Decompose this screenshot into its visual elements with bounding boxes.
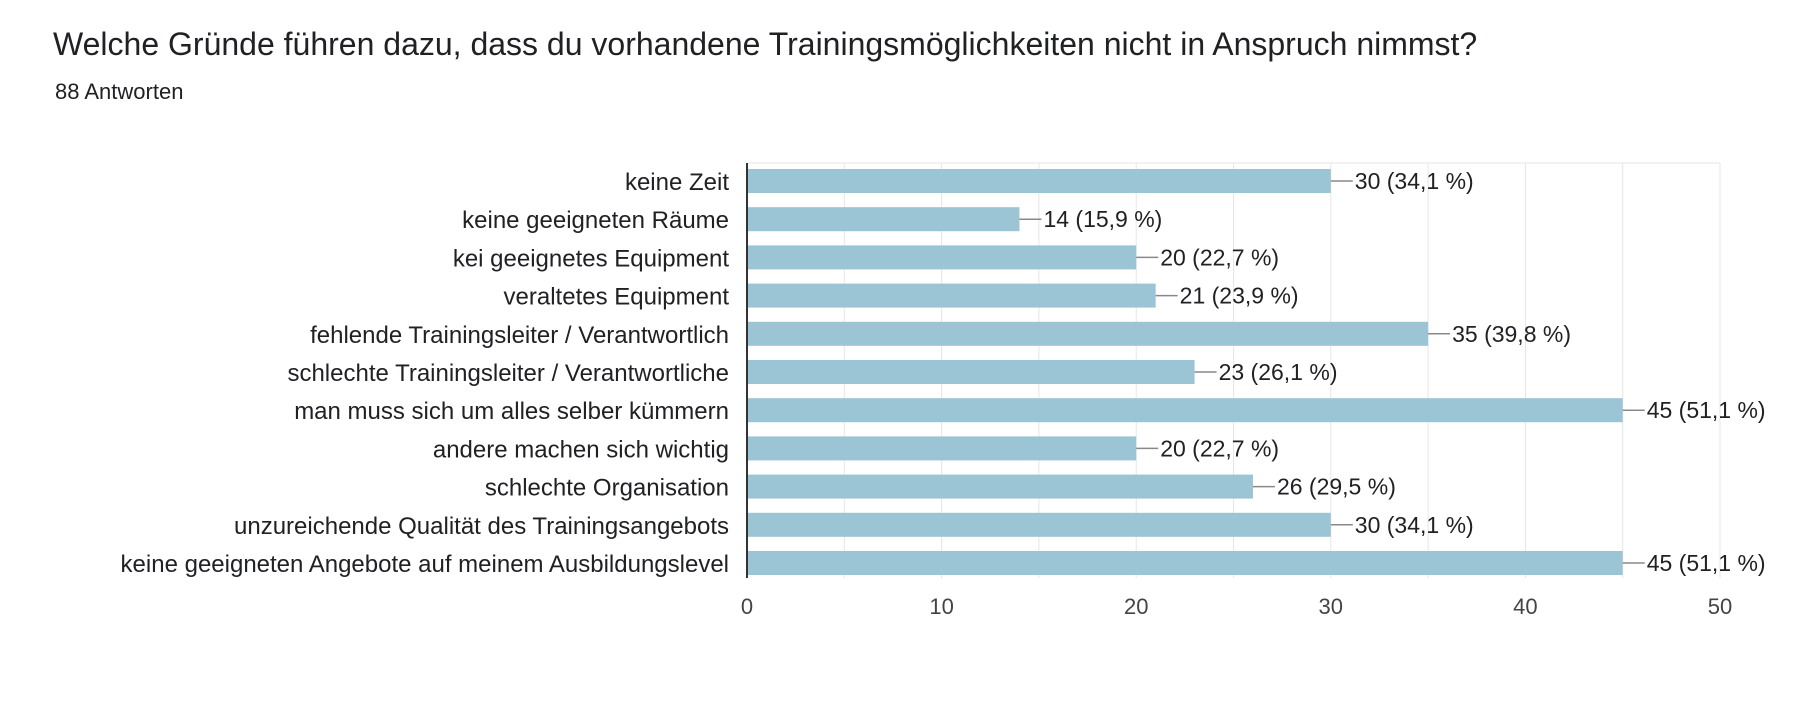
category-label: andere machen sich wichtig <box>433 436 729 463</box>
bars <box>747 169 1623 575</box>
category-label: kei geeignetes Equipment <box>453 245 730 272</box>
value-label: 26 (29,5 %) <box>1277 474 1396 500</box>
bar <box>747 245 1137 270</box>
value-label: 45 (51,1 %) <box>1647 550 1766 576</box>
bar <box>747 207 1020 232</box>
x-tick-label: 30 <box>1319 594 1343 619</box>
category-label: schlechte Trainingsleiter / Verantwortli… <box>287 360 729 387</box>
axes: 0 10 20 30 40 50 <box>741 163 1732 619</box>
category-label: schlechte Organisation <box>485 475 729 502</box>
bar <box>747 474 1253 499</box>
value-label: 20 (22,7 %) <box>1160 244 1279 270</box>
grid-lines <box>747 162 1721 578</box>
category-label: fehlende Trainingsleiter / Verantwortlic… <box>310 322 729 349</box>
category-label: man muss sich um alles selber kümmern <box>294 398 729 425</box>
bar <box>747 436 1137 461</box>
category-label: veraltetes Equipment <box>504 284 730 311</box>
category-label: unzureichende Qualität des Trainingsange… <box>234 513 729 540</box>
response-count: 88 Antworten <box>55 79 184 104</box>
bar <box>747 360 1195 384</box>
bar <box>747 283 1156 308</box>
labels: 30 (34,1 %) keine Zeit 14 (15,9 %) keine ge… <box>121 168 1766 578</box>
category-label: keine geeigneten Angebote auf meinem Aus… <box>121 551 729 578</box>
x-tick-label: 20 <box>1124 594 1148 619</box>
value-label: 30 (34,1 %) <box>1355 168 1474 194</box>
value-label: 35 (39,8 %) <box>1452 321 1571 347</box>
value-label: 20 (22,7 %) <box>1160 435 1279 461</box>
category-label: keine geeigneten Räume <box>462 207 729 234</box>
bar <box>747 512 1331 537</box>
chart-title: Welche Gründe führen dazu, dass du vorha… <box>53 26 1478 62</box>
x-tick-label: 40 <box>1513 594 1537 619</box>
value-label: 21 (23,9 %) <box>1180 283 1299 309</box>
bar <box>747 169 1331 193</box>
bar <box>747 398 1623 423</box>
x-tick-label: 10 <box>929 594 953 619</box>
x-tick-label: 50 <box>1708 594 1732 619</box>
value-label: 30 (34,1 %) <box>1355 512 1474 538</box>
value-label: 23 (26,1 %) <box>1219 359 1338 385</box>
value-label: 45 (51,1 %) <box>1647 397 1766 423</box>
category-label: keine Zeit <box>625 169 729 196</box>
x-tick-label: 0 <box>741 594 753 619</box>
bar <box>747 551 1623 575</box>
value-label: 14 (15,9 %) <box>1043 206 1162 232</box>
bar <box>747 321 1429 346</box>
